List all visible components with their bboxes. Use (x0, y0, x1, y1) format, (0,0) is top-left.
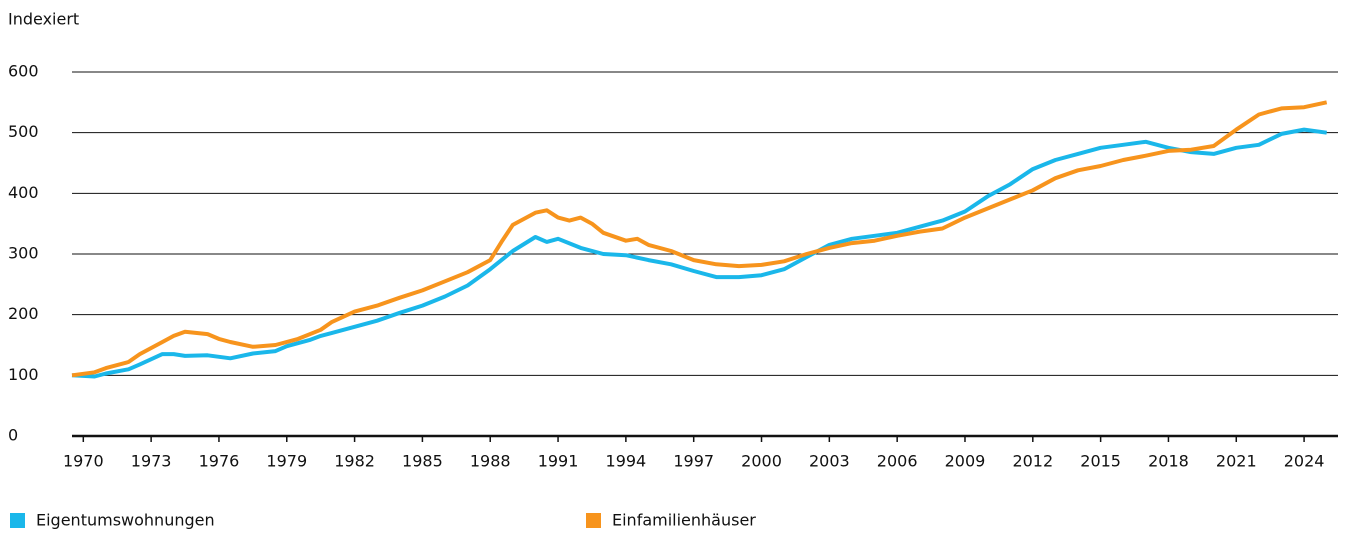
x-tick-label: 2015 (1080, 452, 1121, 471)
y-tick-label: 600 (8, 62, 39, 81)
x-tick-label: 2006 (877, 452, 918, 471)
x-tick-label: 1991 (538, 452, 579, 471)
x-tick-label: 2021 (1216, 452, 1257, 471)
legend-label: Einfamilienhäuser (612, 511, 756, 530)
x-tick-label: 1985 (402, 452, 443, 471)
x-tick-label: 2000 (741, 452, 782, 471)
x-tick-label: 1976 (199, 452, 240, 471)
x-tick-label: 1982 (334, 452, 375, 471)
y-tick-label: 400 (8, 183, 39, 202)
series-line (71, 127, 1327, 379)
x-tick-label: 1970 (63, 452, 104, 471)
x-tick-label: 1979 (266, 452, 307, 471)
y-axis-label: Indexiert (8, 10, 79, 29)
x-tick-label: 2018 (1148, 452, 1189, 471)
x-tick-label: 1988 (470, 452, 511, 471)
y-tick-label: 0 (8, 426, 18, 445)
legend-label: Eigentumswohnungen (36, 511, 215, 530)
y-tick-label: 200 (8, 304, 39, 323)
x-tick-label: 2003 (809, 452, 850, 471)
x-tick-label: 1973 (131, 452, 172, 471)
x-tick-label: 1994 (606, 452, 647, 471)
x-tick-label: 2009 (945, 452, 986, 471)
legend-swatch (586, 513, 601, 528)
x-tick-label: 2024 (1284, 452, 1325, 471)
legend-swatch (10, 513, 25, 528)
series-line (71, 100, 1328, 378)
x-tick-label: 1997 (673, 452, 714, 471)
y-tick-label: 300 (8, 244, 39, 263)
y-tick-label: 100 (8, 365, 39, 384)
y-tick-label: 500 (8, 122, 39, 141)
x-tick-label: 2012 (1012, 452, 1053, 471)
